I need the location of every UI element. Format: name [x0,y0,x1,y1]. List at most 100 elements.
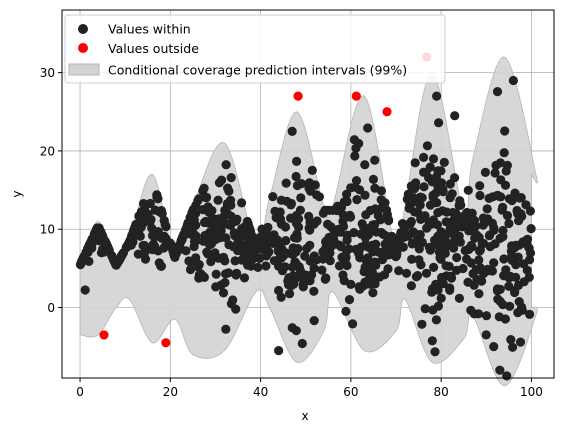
point-within [379,270,390,280]
point-within [495,233,505,243]
point-within [345,212,356,222]
point-within [504,281,514,291]
point-within [436,227,446,237]
y-axis-label: y [10,190,24,197]
point-within [511,272,521,282]
point-within [187,230,197,240]
point-within [515,337,526,347]
point-within [239,273,250,283]
point-within [432,91,442,101]
point-within [231,229,241,239]
point-within [295,265,305,276]
plot-frame [61,9,555,379]
point-within [396,242,407,252]
point-within [463,185,473,195]
point-within [381,205,392,215]
point-within [185,264,196,275]
point-within [430,235,440,245]
point-within [355,284,365,294]
y-tick-label: 20 [40,144,55,158]
point-within [118,248,128,258]
point-within [395,231,405,241]
point-within [268,192,278,202]
point-within [364,225,374,235]
point-within [152,192,162,202]
point-within [224,240,234,250]
point-within [270,206,280,216]
point-within [211,282,221,292]
point-within [444,241,454,251]
point-within [261,261,271,271]
point-within [525,309,535,319]
point-within [366,279,376,289]
point-within [504,218,514,229]
point-within [401,268,412,278]
point-within [261,251,271,261]
series-values-within [75,75,536,381]
point-within [285,289,295,299]
x-tick-label: 0 [76,385,84,399]
point-within [309,263,319,273]
point-within [237,198,247,208]
point-within [500,314,510,324]
point-within [446,273,457,283]
point-within [276,195,286,205]
legend-label-values-outside: Values outside [108,41,199,56]
point-within [420,304,430,314]
point-within [208,220,218,230]
point-within [224,219,234,230]
point-within [360,190,370,200]
point-within [77,256,87,266]
point-within [474,255,484,265]
point-within [325,256,335,266]
point-within [295,205,305,215]
point-within [83,247,93,257]
y-tick-label: 0 [47,301,55,315]
point-outside [382,107,392,117]
point-within [226,173,236,183]
point-within [323,240,334,250]
point-within [389,244,399,254]
point-within [506,335,516,345]
point-within [160,220,170,230]
point-within [189,215,199,225]
point-outside [351,91,361,101]
point-within [466,258,476,268]
point-within [467,208,477,218]
point-within [223,183,233,193]
y-axis-ticks: 0 10 20 30 [40,66,62,315]
point-within [296,193,306,203]
point-within [428,190,438,200]
point-within [221,324,231,334]
point-within [448,223,458,233]
point-within [481,311,492,321]
point-within [427,336,437,346]
point-within [433,166,443,176]
point-within [297,338,307,349]
point-within [191,200,201,210]
point-within [334,261,345,271]
point-within [360,233,371,243]
point-within [514,193,525,203]
point-within [350,151,360,161]
point-within [433,181,443,191]
point-within [410,158,420,168]
point-within [384,250,394,260]
point-within [253,262,263,272]
point-within [509,287,520,298]
point-within [434,118,444,128]
point-within [421,167,431,177]
point-within [466,305,476,315]
point-within [417,237,427,248]
point-within [511,240,521,250]
point-within [208,232,218,242]
point-within [499,148,509,158]
point-within [499,254,509,264]
point-within [475,190,485,201]
point-within [287,126,297,136]
point-within [263,235,273,245]
point-within [216,226,226,236]
point-within [419,182,429,192]
point-within [434,279,444,289]
point-within [441,261,451,271]
